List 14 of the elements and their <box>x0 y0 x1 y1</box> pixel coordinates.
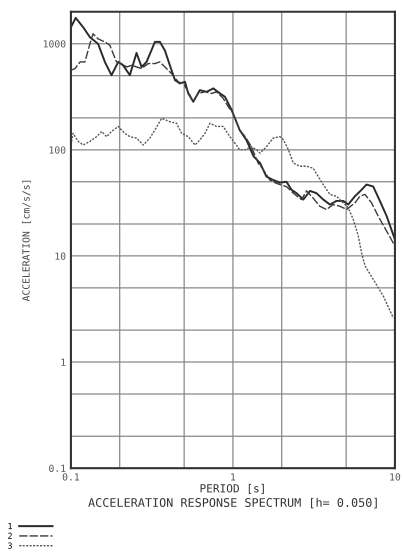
text: ACCELERATION RESPONSE SPECTRUM [h= 0.050] <box>88 498 377 508</box>
y-tick-label: 10 <box>56 252 66 260</box>
x-axis-title: PERIOD [s] <box>200 484 264 494</box>
y-tick-label: 1 <box>61 358 66 366</box>
y-tick-label: 100 <box>50 146 66 154</box>
legend-label: 1 <box>8 523 12 530</box>
y-tick-label: 1000 <box>44 40 66 48</box>
x-tick-label: 0.1 <box>62 473 80 481</box>
legend-label: 2 <box>8 532 12 539</box>
legend-label: 3 <box>8 542 12 549</box>
x-tick-label: 10 <box>390 473 400 481</box>
x-tick-label: 1 <box>231 473 236 480</box>
y-tick-label: 0.1 <box>49 464 66 472</box>
y-axis-title: ACCELERATION [cm/s/s] <box>22 180 31 302</box>
